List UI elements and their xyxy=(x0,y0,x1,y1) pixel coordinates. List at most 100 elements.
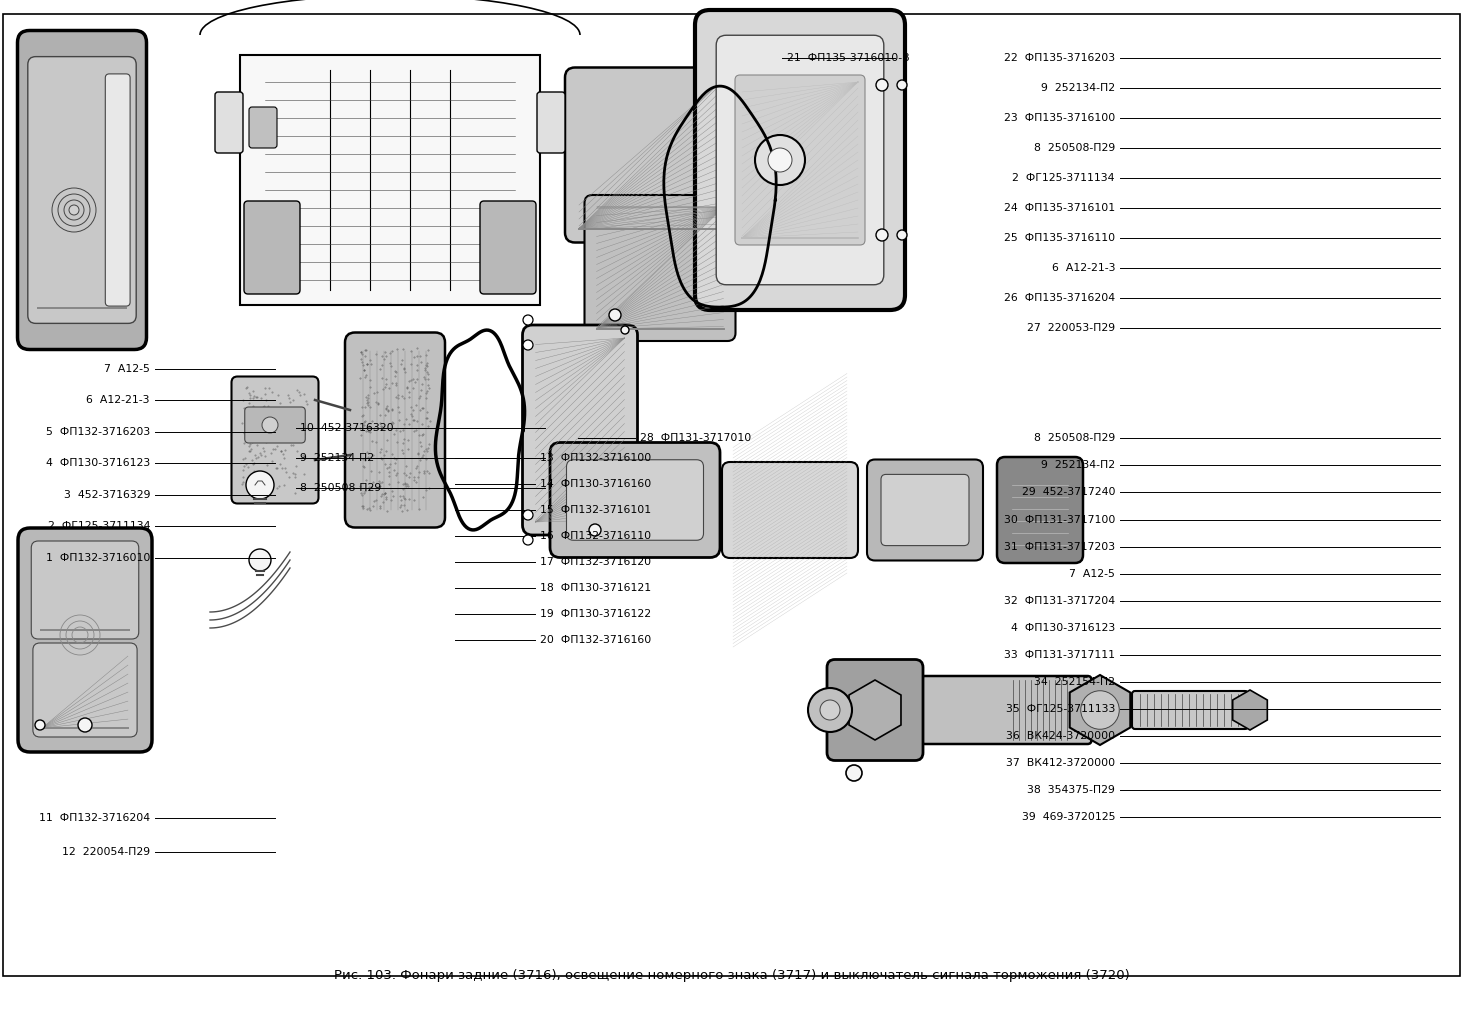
Text: 2  ФГ125-3711134: 2 ФГ125-3711134 xyxy=(47,521,151,531)
Circle shape xyxy=(522,315,533,325)
Circle shape xyxy=(897,230,907,240)
Text: 7  А12-5: 7 А12-5 xyxy=(1069,569,1115,579)
Circle shape xyxy=(249,549,271,571)
Circle shape xyxy=(876,79,888,91)
FancyBboxPatch shape xyxy=(31,541,139,639)
FancyBboxPatch shape xyxy=(215,92,243,153)
FancyBboxPatch shape xyxy=(244,201,300,294)
FancyBboxPatch shape xyxy=(105,73,130,306)
FancyBboxPatch shape xyxy=(18,528,152,752)
Circle shape xyxy=(819,700,840,720)
FancyBboxPatch shape xyxy=(32,643,138,737)
Text: 9  252134-П2: 9 252134-П2 xyxy=(1040,460,1115,470)
Circle shape xyxy=(522,510,533,520)
Polygon shape xyxy=(1069,675,1131,746)
Text: 9  252134-П2: 9 252134-П2 xyxy=(300,453,375,463)
Text: 23  ФП135-3716100: 23 ФП135-3716100 xyxy=(1004,113,1115,123)
Circle shape xyxy=(246,472,274,499)
Text: 39  469-3720125: 39 469-3720125 xyxy=(1021,812,1115,822)
Circle shape xyxy=(808,688,851,732)
Circle shape xyxy=(78,718,92,732)
Circle shape xyxy=(768,148,791,172)
Text: 31  ФП131-3717203: 31 ФП131-3717203 xyxy=(1004,542,1115,552)
FancyBboxPatch shape xyxy=(480,201,535,294)
Text: 34  252154-П2: 34 252154-П2 xyxy=(1034,677,1115,687)
FancyBboxPatch shape xyxy=(550,443,720,557)
Circle shape xyxy=(262,417,278,433)
Bar xyxy=(240,55,540,305)
Text: 10  452-3716320: 10 452-3716320 xyxy=(300,423,394,433)
FancyBboxPatch shape xyxy=(249,107,277,148)
Circle shape xyxy=(846,765,862,781)
Text: 11  ФП132-3716204: 11 ФП132-3716204 xyxy=(40,813,151,823)
FancyBboxPatch shape xyxy=(565,67,734,243)
Text: 14  ФП130-3716160: 14 ФП130-3716160 xyxy=(540,479,651,489)
Text: 3  452-3716329: 3 452-3716329 xyxy=(63,490,151,500)
FancyBboxPatch shape xyxy=(695,10,906,310)
Text: Рис. 103. Фонари задние (3716), освещение номерного знака (3717) и выключатель с: Рис. 103. Фонари задние (3716), освещени… xyxy=(334,969,1129,981)
Text: 6  А12-21-3: 6 А12-21-3 xyxy=(86,395,151,405)
Text: 6  А12-21-3: 6 А12-21-3 xyxy=(1052,263,1115,273)
Text: 18  ФП130-3716121: 18 ФП130-3716121 xyxy=(540,583,651,594)
FancyBboxPatch shape xyxy=(717,35,884,284)
FancyBboxPatch shape xyxy=(231,376,319,504)
Text: 26  ФП135-3716204: 26 ФП135-3716204 xyxy=(1004,293,1115,303)
Text: 32  ФП131-3717204: 32 ФП131-3717204 xyxy=(1004,596,1115,606)
Text: 21  ФП135-3716010-В: 21 ФП135-3716010-В xyxy=(787,53,910,63)
Circle shape xyxy=(522,535,533,545)
FancyBboxPatch shape xyxy=(827,660,923,760)
FancyBboxPatch shape xyxy=(996,457,1083,562)
Text: 4  ФП130-3716123: 4 ФП130-3716123 xyxy=(45,458,151,468)
FancyBboxPatch shape xyxy=(244,407,306,443)
Circle shape xyxy=(620,326,629,334)
Circle shape xyxy=(590,524,601,536)
Polygon shape xyxy=(849,680,901,740)
Text: 28  ФП131-3717010: 28 ФП131-3717010 xyxy=(639,433,751,443)
FancyBboxPatch shape xyxy=(1132,691,1248,729)
Text: 13  ФП132-3716100: 13 ФП132-3716100 xyxy=(540,453,651,463)
Text: 16  ФП132-3716110: 16 ФП132-3716110 xyxy=(540,531,651,541)
Text: 20  ФП132-3716160: 20 ФП132-3716160 xyxy=(540,635,651,645)
Circle shape xyxy=(522,340,533,349)
Circle shape xyxy=(876,229,888,241)
Text: 36  ВК424-3720000: 36 ВК424-3720000 xyxy=(1007,731,1115,741)
Text: 33  ФП131-3717111: 33 ФП131-3717111 xyxy=(1004,650,1115,660)
Text: 8  250508-П29: 8 250508-П29 xyxy=(300,483,382,493)
Text: 15  ФП132-3716101: 15 ФП132-3716101 xyxy=(540,505,651,515)
Text: 27  220053-П29: 27 220053-П29 xyxy=(1027,323,1115,333)
FancyBboxPatch shape xyxy=(18,30,146,349)
Text: 5  ФП132-3716203: 5 ФП132-3716203 xyxy=(45,427,151,437)
Text: 2  ФГ125-3711134: 2 ФГ125-3711134 xyxy=(1012,173,1115,183)
FancyBboxPatch shape xyxy=(868,459,983,560)
Circle shape xyxy=(609,309,620,321)
FancyBboxPatch shape xyxy=(28,57,136,324)
Text: 7  А12-5: 7 А12-5 xyxy=(104,364,151,374)
Text: 25  ФП135-3716110: 25 ФП135-3716110 xyxy=(1004,233,1115,243)
Text: 30  ФП131-3717100: 30 ФП131-3717100 xyxy=(1004,515,1115,525)
Text: 12  220054-П29: 12 220054-П29 xyxy=(61,847,151,857)
FancyBboxPatch shape xyxy=(881,475,969,546)
FancyBboxPatch shape xyxy=(345,333,445,527)
FancyBboxPatch shape xyxy=(566,460,704,540)
Text: 17  ФП132-3716120: 17 ФП132-3716120 xyxy=(540,557,651,567)
Text: 22  ФП135-3716203: 22 ФП135-3716203 xyxy=(1004,53,1115,63)
Text: 19  ФП130-3716122: 19 ФП130-3716122 xyxy=(540,609,651,619)
Text: 38  354375-П29: 38 354375-П29 xyxy=(1027,785,1115,795)
Text: 8  250508-П29: 8 250508-П29 xyxy=(1034,143,1115,153)
Circle shape xyxy=(897,80,907,90)
Text: 35  ФГ125-3711133: 35 ФГ125-3711133 xyxy=(1005,704,1115,714)
Text: 9  252134-П2: 9 252134-П2 xyxy=(1040,83,1115,93)
FancyBboxPatch shape xyxy=(922,676,1091,744)
Circle shape xyxy=(69,205,79,215)
Circle shape xyxy=(755,135,805,185)
Text: 8  250508-П29: 8 250508-П29 xyxy=(1034,433,1115,443)
Text: 24  ФП135-3716101: 24 ФП135-3716101 xyxy=(1004,203,1115,213)
FancyBboxPatch shape xyxy=(537,92,565,153)
FancyBboxPatch shape xyxy=(734,75,865,245)
FancyBboxPatch shape xyxy=(522,325,638,535)
FancyBboxPatch shape xyxy=(723,462,857,558)
Text: 37  ВК412-3720000: 37 ВК412-3720000 xyxy=(1007,758,1115,768)
FancyBboxPatch shape xyxy=(585,195,736,341)
Polygon shape xyxy=(1233,690,1267,730)
Text: 29  452-3717240: 29 452-3717240 xyxy=(1021,487,1115,497)
